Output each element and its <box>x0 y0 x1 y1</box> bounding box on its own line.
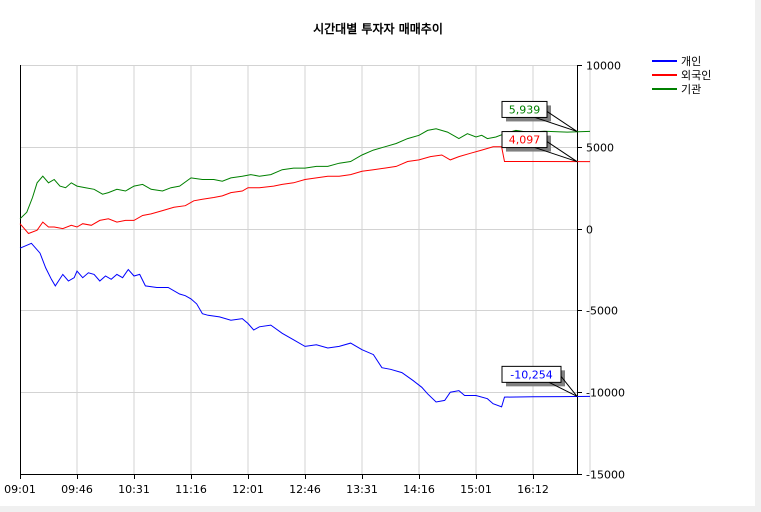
legend-label: 개인 <box>681 55 701 68</box>
callout-pointer <box>548 376 578 397</box>
series-lines <box>19 128 591 408</box>
y-tick-label: -10000 <box>586 387 625 400</box>
callout-box <box>501 365 562 383</box>
y-tick-label: -5000 <box>586 305 618 318</box>
y-tick-label: 5000 <box>586 142 614 155</box>
x-tick-label: 09:01 <box>4 483 36 496</box>
gridlines <box>20 65 591 474</box>
axes: 10000 5000 0 -5000 -10000 -15000 09:01 09:46 10:… <box>4 60 625 497</box>
callout-box <box>501 131 548 149</box>
legend-label: 기관 <box>681 83 701 96</box>
series-line-외국인 <box>19 146 591 235</box>
legend-label: 외국인 <box>681 69 711 82</box>
x-tick-label: 10:31 <box>118 483 150 496</box>
callout-box <box>501 100 548 118</box>
callout-value: 4,097 <box>509 134 541 147</box>
y-tick-label: 10000 <box>586 60 621 73</box>
y-tick-label: 0 <box>586 224 593 237</box>
callout-value: -10,254 <box>510 368 552 381</box>
callout-pointer <box>534 141 578 163</box>
y-tick-label: -15000 <box>586 469 625 482</box>
x-tick-label: 09:46 <box>61 483 93 496</box>
callout-value: 5,939 <box>509 103 541 116</box>
chart-title: 시간대별 투자자 매매추이 <box>313 21 443 36</box>
callout-pointer <box>534 111 578 132</box>
x-tick-label: 13:31 <box>346 483 378 496</box>
series-line-기관 <box>19 128 591 220</box>
x-tick-label: 15:01 <box>460 483 492 496</box>
x-tick-label: 16:12 <box>517 483 549 496</box>
x-tick-label: 14:16 <box>403 483 435 496</box>
value-callouts: -10,254 4,097 5,939 <box>501 100 578 397</box>
x-tick-label: 11:16 <box>175 483 207 496</box>
series-line-개인 <box>19 242 591 408</box>
x-tick-label: 12:46 <box>289 483 321 496</box>
x-tick-label: 12:01 <box>232 483 264 496</box>
